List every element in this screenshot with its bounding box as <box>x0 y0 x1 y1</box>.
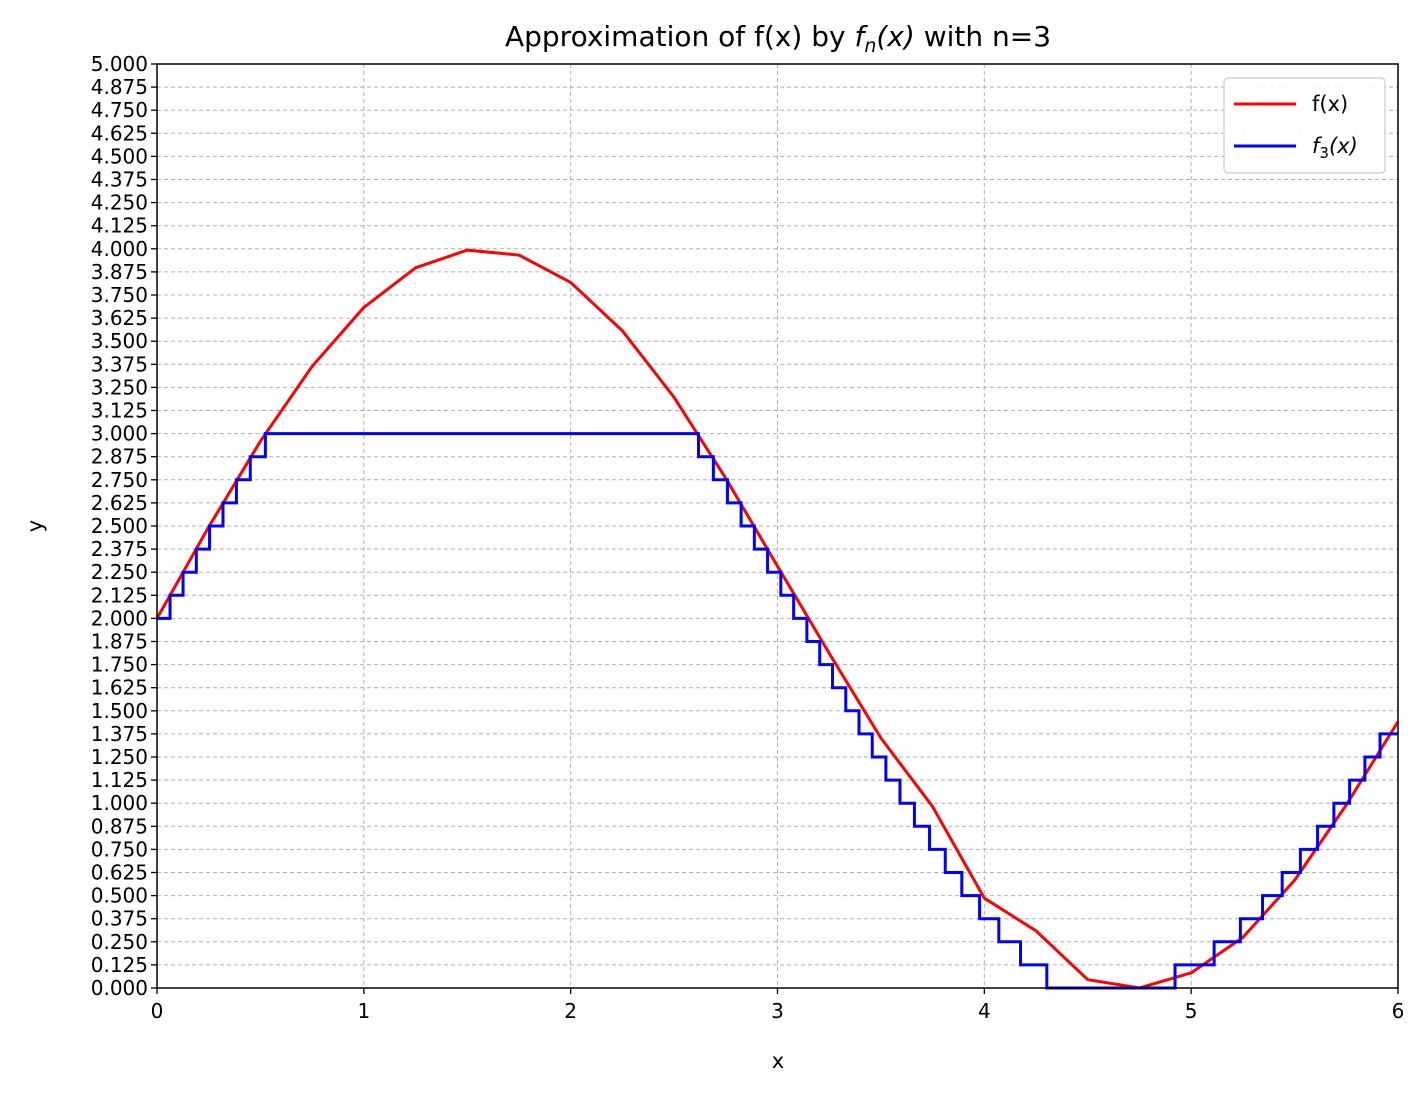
y-tick-label: 2.000 <box>91 606 148 630</box>
y-tick-label: 0.875 <box>91 814 148 838</box>
y-tick-label: 4.250 <box>91 191 148 215</box>
y-tick-label: 3.500 <box>91 329 148 353</box>
series-layer <box>155 248 1400 990</box>
y-tick-label: 4.750 <box>91 98 148 122</box>
y-tick-label: 4.375 <box>91 168 148 192</box>
y-tick-label: 0.500 <box>91 884 148 908</box>
y-tick-label: 4.625 <box>91 121 148 145</box>
y-tick-label: 3.125 <box>91 399 148 423</box>
y-tick-label: 1.625 <box>91 676 148 700</box>
series-f-line <box>155 248 1400 990</box>
chart-title: Approximation of f(x) by fn(x) with n=3 <box>505 20 1051 57</box>
y-tick-label: 0.750 <box>91 837 148 861</box>
y-tick-label: 2.375 <box>91 537 148 561</box>
y-tick-label: 3.375 <box>91 352 148 376</box>
y-axis: 0.0000.1250.2500.3750.5000.6250.7500.875… <box>91 52 157 1000</box>
y-tick-label: 2.875 <box>91 445 148 469</box>
x-tick-label: 3 <box>771 999 784 1023</box>
x-axis: 0 1 2 3 4 5 6 <box>151 988 1405 1023</box>
y-tick-label: 2.125 <box>91 583 148 607</box>
y-tick-label: 4.000 <box>91 237 148 261</box>
y-tick-label: 0.250 <box>91 930 148 954</box>
y-tick-label: 3.000 <box>91 422 148 446</box>
y-tick-label: 1.500 <box>91 699 148 723</box>
legend: f(x) f3(x) <box>1223 77 1386 174</box>
y-tick-label: 3.250 <box>91 375 148 399</box>
y-tick-label: 4.875 <box>91 75 148 99</box>
x-tick-label: 6 <box>1392 999 1405 1023</box>
y-tick-label: 1.750 <box>91 653 148 677</box>
y-tick-label: 1.125 <box>91 768 148 792</box>
y-tick-label: 2.625 <box>91 491 148 515</box>
x-tick-label: 0 <box>151 999 164 1023</box>
y-tick-label: 1.250 <box>91 745 148 769</box>
x-tick-label: 5 <box>1185 999 1198 1023</box>
y-tick-label: 3.625 <box>91 306 148 330</box>
y-axis-label: y <box>23 520 47 532</box>
y-tick-label: 1.375 <box>91 722 148 746</box>
y-tick-label: 2.250 <box>91 560 148 584</box>
y-tick-label: 0.375 <box>91 907 148 931</box>
y-tick-label: 2.500 <box>91 514 148 538</box>
x-axis-label: x <box>772 1049 784 1073</box>
y-tick-label: 3.750 <box>91 283 148 307</box>
y-tick-label: 1.875 <box>91 630 148 654</box>
y-tick-label: 1.000 <box>91 791 148 815</box>
y-tick-label: 2.750 <box>91 468 148 492</box>
x-tick-label: 2 <box>564 999 577 1023</box>
y-tick-label: 5.000 <box>91 52 148 76</box>
grid <box>156 63 1399 989</box>
y-tick-label: 0.625 <box>91 861 148 885</box>
legend-label-f3: f3(x) <box>1312 134 1358 162</box>
x-tick-label: 4 <box>978 999 991 1023</box>
y-tick-label: 4.125 <box>91 214 148 238</box>
y-tick-label: 3.875 <box>91 260 148 284</box>
y-tick-label: 4.500 <box>91 144 148 168</box>
y-tick-label: 0.000 <box>91 976 148 1000</box>
legend-label-f: f(x) <box>1312 92 1348 116</box>
legend-box <box>1223 77 1386 174</box>
y-tick-label: 0.125 <box>91 953 148 977</box>
series-f3-line <box>157 432 1398 990</box>
x-tick-label: 1 <box>357 999 370 1023</box>
